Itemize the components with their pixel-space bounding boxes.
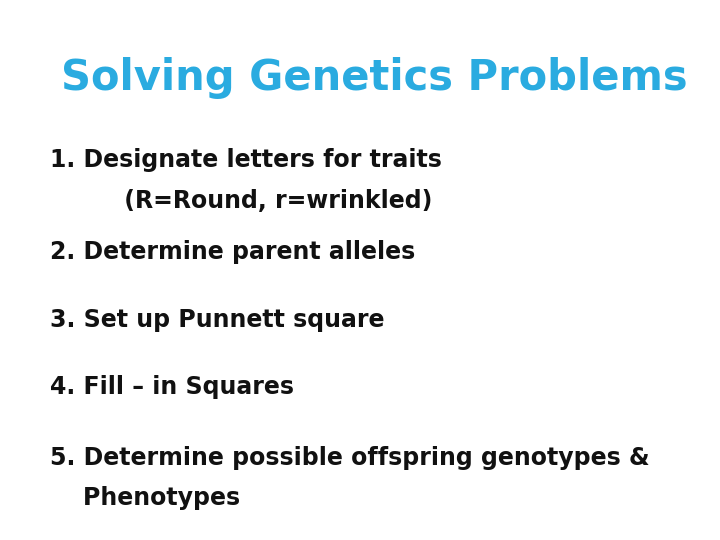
Text: 3. Set up Punnett square: 3. Set up Punnett square [50, 308, 385, 332]
Text: 5. Determine possible offspring genotypes &: 5. Determine possible offspring genotype… [50, 446, 650, 469]
Text: (R=Round, r=wrinkled): (R=Round, r=wrinkled) [50, 189, 433, 213]
Text: 1. Designate letters for traits: 1. Designate letters for traits [50, 148, 442, 172]
Text: 4. Fill – in Squares: 4. Fill – in Squares [50, 375, 294, 399]
Text: Solving Genetics Problems: Solving Genetics Problems [61, 57, 688, 99]
Text: 2. Determine parent alleles: 2. Determine parent alleles [50, 240, 415, 264]
Text: Phenotypes: Phenotypes [50, 486, 240, 510]
